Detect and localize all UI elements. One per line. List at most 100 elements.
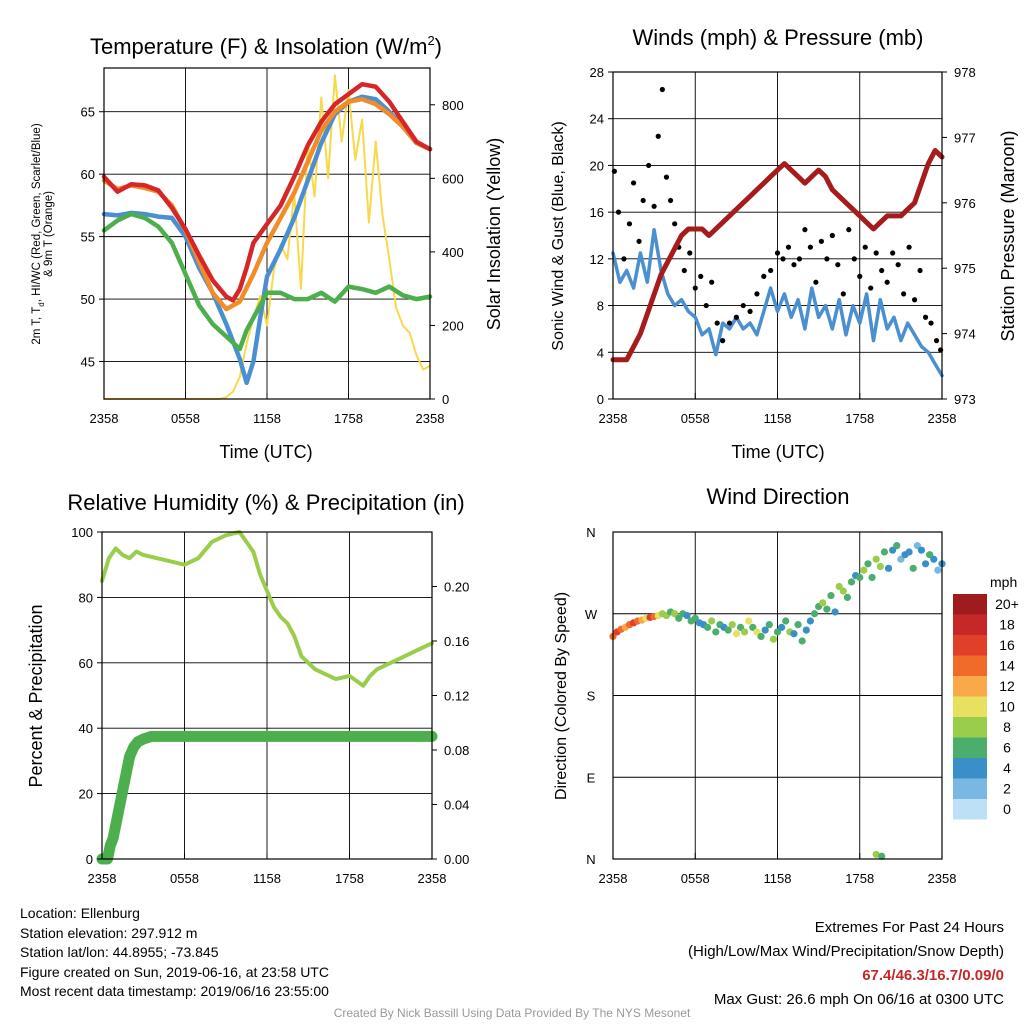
- temperature-line-3: [101, 211, 433, 352]
- direction-point: [728, 621, 736, 629]
- winds-xtick-label: 2358: [599, 411, 628, 426]
- direction-point: [847, 578, 856, 586]
- direction-point: [708, 617, 716, 625]
- gust-point: [761, 273, 767, 279]
- direction-point: [921, 560, 930, 568]
- direction-point: [732, 630, 740, 638]
- gust-point: [663, 174, 670, 180]
- speed-legend-label: 18: [999, 617, 1015, 633]
- insolation-y2tick-label: 800: [442, 98, 464, 113]
- gust-point: [928, 320, 934, 326]
- winds-axes: 2358 0558 1158 1758 2358 0 4 8 12 16 20 24 28 973 974 9…: [590, 65, 976, 426]
- max-gust: Max Gust: 26.6 mph On 06/16 at 0300 UTC: [713, 991, 1004, 1008]
- temp-xtick-label: 2358: [416, 411, 445, 426]
- recent-timestamp: Most recent data timestamp: 2019/06/16 2…: [20, 983, 329, 999]
- direction-point: [778, 623, 786, 631]
- gust-point: [846, 227, 852, 233]
- gust-point: [636, 238, 642, 244]
- pressure-y2tick-label: 976: [954, 196, 976, 211]
- gust-point: [933, 338, 940, 344]
- humidity-series: [96, 530, 438, 865]
- winds-ytick-label: 4: [597, 345, 604, 360]
- speed-legend-swatch: [953, 717, 987, 738]
- temp-ytick-label: 50: [81, 292, 95, 307]
- gust-point: [646, 162, 652, 169]
- temp-xtick-label: 2358: [90, 411, 119, 426]
- speed-legend-label: 6: [1003, 740, 1011, 756]
- humidity-xtick-label: 1758: [335, 871, 364, 886]
- svg-text:2m T, Td, HI/WC (Red, Green, S: 2m T, Td, HI/WC (Red, Green, Scarlet/Blu…: [31, 123, 46, 344]
- direction-point: [806, 617, 815, 625]
- winds-xtick-label: 1758: [845, 411, 874, 426]
- direction-point: [790, 630, 798, 638]
- speed-legend-swatch: [953, 594, 987, 615]
- extremes-values: 67.4/46.3/16.7/0.09/0: [862, 967, 1004, 984]
- direction-point: [765, 621, 773, 629]
- gust-point: [818, 238, 824, 244]
- temp-xtick-label: 1158: [253, 411, 281, 426]
- gust-point: [862, 244, 868, 250]
- humidity-ytick-label: 100: [71, 525, 93, 540]
- direction-point: [878, 852, 886, 860]
- speed-legend-label: 8: [1003, 719, 1011, 735]
- speed-legend: mph 20+ 18 16 14 12 10 8 6 4 2 0: [953, 574, 1019, 820]
- winds-ytick-label: 0: [597, 392, 604, 407]
- gust-point: [868, 285, 874, 291]
- direction-point: [839, 587, 847, 595]
- speed-legend-label: 2: [1003, 781, 1011, 797]
- direction-panel: Wind Direction 2358 0558 1158 1758 2358 N E S W N…: [553, 484, 1019, 886]
- direction-point: [683, 611, 691, 620]
- humidity-xtick-label: 0558: [170, 871, 199, 886]
- speed-legend-swatch: [953, 655, 987, 676]
- direction-point: [741, 628, 749, 636]
- gust-point: [857, 273, 863, 279]
- direction-point: [856, 573, 864, 582]
- winds-ytick-label: 28: [590, 65, 604, 80]
- humidity-grid: [102, 532, 432, 859]
- direction-point: [745, 617, 753, 625]
- gust-point: [667, 197, 674, 204]
- direction-panel-title: Wind Direction: [706, 484, 849, 509]
- gust-point: [835, 262, 841, 268]
- direction-point: [934, 566, 942, 574]
- direction-ytick-label: S: [587, 689, 596, 704]
- winds-xtick-label: 1158: [764, 411, 792, 426]
- humidity-xtick-label: 2358: [88, 871, 117, 886]
- direction-point: [761, 626, 769, 634]
- insolation-ylabel: Solar Insolation (Yellow): [484, 138, 504, 330]
- direction-point: [905, 548, 913, 556]
- humidity-ytick-label: 80: [79, 590, 93, 605]
- temp-ytick-label: 60: [81, 167, 95, 182]
- direction-point: [712, 628, 720, 636]
- gust-point: [895, 262, 901, 268]
- gust-point: [901, 291, 907, 297]
- gust-point: [621, 256, 627, 262]
- gust-point: [754, 291, 760, 297]
- extremes-summary: Extremes For Past 24 Hours (High/Low/Max…: [688, 916, 1004, 1012]
- gust-point: [640, 197, 646, 204]
- speed-legend-swatch: [953, 778, 987, 799]
- direction-point: [827, 591, 835, 600]
- gust-point: [626, 221, 633, 227]
- precip-y2tick-label: 0.04: [444, 798, 469, 813]
- temp-ytick-label: 55: [81, 230, 95, 245]
- direction-point: [823, 605, 831, 613]
- speed-legend-label: 0: [1003, 801, 1011, 817]
- gust-point: [840, 291, 846, 297]
- direction-point: [893, 542, 901, 550]
- direction-series: [609, 542, 946, 860]
- gust-point: [911, 297, 918, 303]
- insolation-y2tick-label: 400: [442, 245, 464, 260]
- winds-ytick-label: 8: [597, 299, 604, 314]
- direction-point: [917, 546, 926, 554]
- direction-point: [794, 621, 802, 629]
- speed-legend-swatch: [953, 799, 987, 820]
- direction-xtick-label: 2358: [928, 871, 957, 886]
- gust-point: [922, 314, 929, 320]
- gust-point: [774, 250, 781, 256]
- winds-xtick-label: 0558: [681, 411, 710, 426]
- direction-point: [802, 626, 810, 634]
- winds-ylabel: Sonic Wind & Gust (Blue, Black): [550, 121, 567, 350]
- winds-xtick-label: 2358: [928, 411, 957, 426]
- precip-y2tick-label: 0.16: [444, 634, 469, 649]
